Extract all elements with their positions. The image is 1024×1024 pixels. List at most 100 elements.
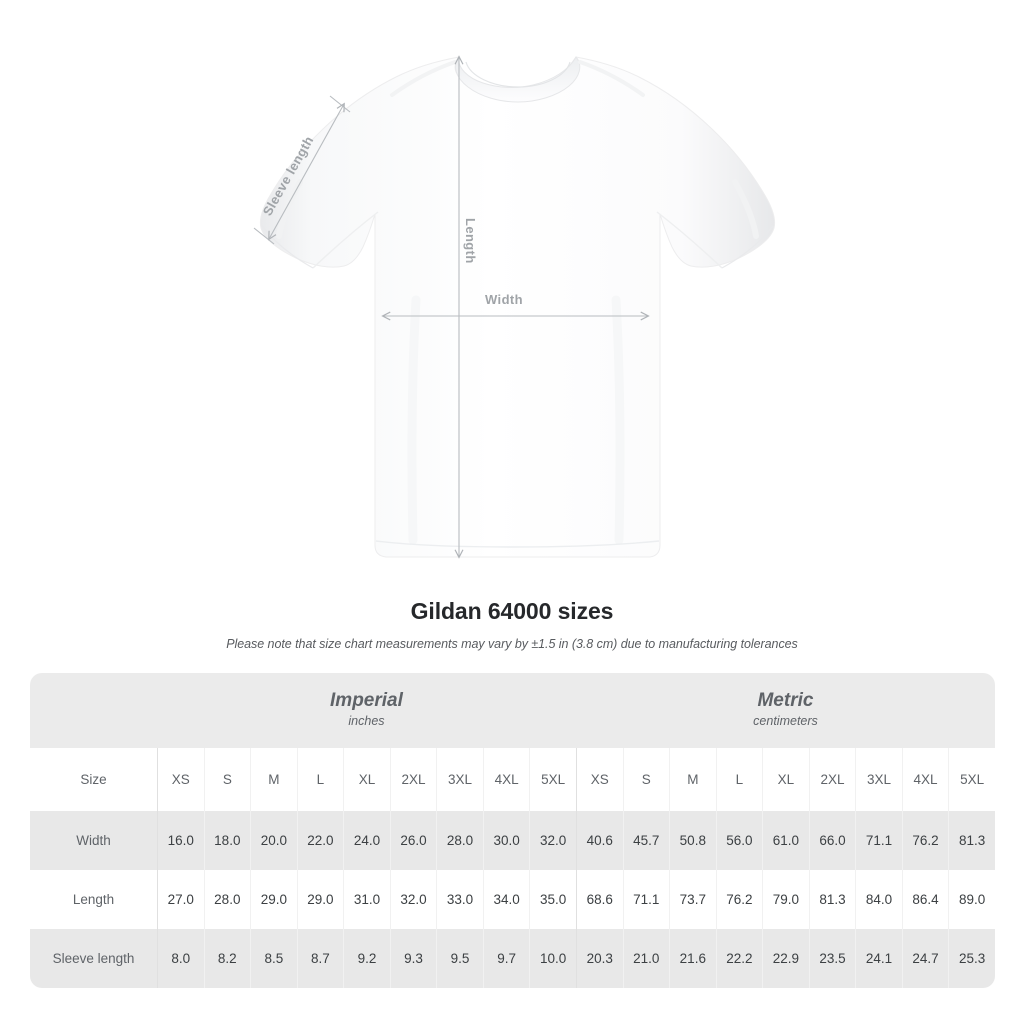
- cell-sleeve-length-3xl-metric: 24.1: [855, 929, 902, 988]
- unit-group-subtitle: centimeters: [753, 714, 818, 729]
- tshirt-collar: [455, 56, 581, 103]
- cell-width-xs-imperial: 16.0: [157, 811, 204, 870]
- size-chart-table-wrapper: Imperial inches Metric centimeters Size XS S M L…: [30, 673, 995, 988]
- size-header-4xl-metric: 4XL: [901, 748, 949, 811]
- cell-length-3xl-imperial: 33.0: [436, 870, 483, 929]
- row-header-length: Length: [30, 870, 157, 929]
- cell-sleeve-length-4xl-imperial: 9.7: [482, 929, 530, 988]
- cell-width-3xl-metric: 71.1: [855, 811, 902, 870]
- cell-sleeve-length-m-metric: 21.6: [669, 929, 716, 988]
- tshirt-left-sleeve-seam: [312, 211, 379, 269]
- row-header-width: Width: [30, 811, 157, 870]
- tshirt-body-fold-left: [407, 295, 421, 545]
- cell-width-l-imperial: 22.0: [296, 811, 344, 870]
- cell-sleeve-length-5xl-imperial: 10.0: [529, 929, 576, 988]
- size-header-row: Size XS S M L XL 2XL 3XL 4XL 5XL XS S M L XL 2XL 3XL 4XL 5…: [30, 748, 995, 811]
- tshirt-right-sleeve-fold: [732, 179, 759, 239]
- table-row: Sleeve length 8.0 8.2 8.5 8.7 9.2 9.3 9.5 9.7 10.…: [30, 929, 995, 988]
- table-corner-cell: [30, 673, 157, 748]
- cell-width-2xl-metric: 66.0: [808, 811, 856, 870]
- unit-group-metric: Metric centimeters: [575, 673, 995, 748]
- cell-width-2xl-imperial: 26.0: [389, 811, 437, 870]
- width-label: Width: [485, 292, 523, 307]
- tshirt-right-sleeve-seam: [656, 211, 723, 269]
- width-annotation: Width: [381, 292, 650, 321]
- size-header-5xl-imperial: 5XL: [529, 748, 576, 811]
- cell-length-l-imperial: 29.0: [296, 870, 344, 929]
- cell-width-5xl-metric: 81.3: [948, 811, 995, 870]
- tshirt-illustration: Sleeve length Length Width: [253, 55, 776, 559]
- tshirt-neckline: [465, 61, 571, 88]
- size-header-2xl-metric: 2XL: [808, 748, 856, 811]
- table-row: Width 16.0 18.0 20.0 22.0 24.0 26.0 28.0 30.0 32.…: [30, 811, 995, 870]
- cell-width-s-imperial: 18.0: [203, 811, 251, 870]
- cell-length-m-imperial: 29.0: [250, 870, 297, 929]
- size-header-5xl-metric: 5XL: [948, 748, 995, 811]
- cell-width-xl-imperial: 24.0: [343, 811, 390, 870]
- unit-group-name: Metric: [757, 690, 814, 712]
- cell-sleeve-length-xs-imperial: 8.0: [157, 929, 204, 988]
- cell-length-5xl-imperial: 35.0: [529, 870, 576, 929]
- cell-width-s-metric: 45.7: [622, 811, 670, 870]
- tshirt-body-shape: [259, 56, 776, 558]
- cell-length-xl-metric: 79.0: [762, 870, 809, 929]
- size-header-s-imperial: S: [203, 748, 251, 811]
- tshirt-left-shoulder-shade: [390, 60, 457, 97]
- cell-length-s-imperial: 28.0: [203, 870, 251, 929]
- cell-sleeve-length-2xl-imperial: 9.3: [389, 929, 437, 988]
- cell-width-5xl-imperial: 32.0: [529, 811, 576, 870]
- size-header-s-metric: S: [622, 748, 670, 811]
- size-header-xl-imperial: XL: [343, 748, 390, 811]
- length-label: Length: [463, 218, 478, 264]
- cell-length-2xl-imperial: 32.0: [389, 870, 437, 929]
- cell-sleeve-length-s-imperial: 8.2: [203, 929, 251, 988]
- cell-length-s-metric: 71.1: [622, 870, 670, 929]
- size-chart-table: Imperial inches Metric centimeters Size XS S M L…: [30, 673, 995, 988]
- cell-width-l-metric: 56.0: [715, 811, 763, 870]
- cell-length-2xl-metric: 81.3: [808, 870, 856, 929]
- size-header-m-imperial: M: [250, 748, 297, 811]
- cell-sleeve-length-s-metric: 21.0: [622, 929, 670, 988]
- sleeve-cap-top: [329, 95, 351, 113]
- cell-width-m-imperial: 20.0: [250, 811, 297, 870]
- cell-length-xs-imperial: 27.0: [157, 870, 204, 929]
- row-header-sleeve-length: Sleeve length: [30, 929, 157, 988]
- size-header-xs-metric: XS: [575, 748, 623, 811]
- tshirt-left-sleeve-hem: [261, 225, 314, 269]
- tshirt-right-shoulder-shade: [578, 60, 645, 97]
- size-header-xl-metric: XL: [762, 748, 809, 811]
- tshirt-right-sleeve-hem: [721, 225, 774, 269]
- size-header-3xl-metric: 3XL: [855, 748, 902, 811]
- cell-length-3xl-metric: 84.0: [855, 870, 902, 929]
- sleeve-cap-bottom: [253, 227, 275, 245]
- cell-sleeve-length-l-imperial: 8.7: [296, 929, 344, 988]
- table-row: Length 27.0 28.0 29.0 29.0 31.0 32.0 33.0 34.0 35…: [30, 870, 995, 929]
- cell-sleeve-length-4xl-metric: 24.7: [901, 929, 949, 988]
- cell-length-4xl-metric: 86.4: [901, 870, 949, 929]
- size-column-header: Size: [30, 748, 157, 811]
- cell-sleeve-length-xl-metric: 22.9: [762, 929, 809, 988]
- cell-length-5xl-metric: 89.0: [948, 870, 995, 929]
- cell-sleeve-length-5xl-metric: 25.3: [948, 929, 995, 988]
- cell-width-4xl-metric: 76.2: [901, 811, 949, 870]
- size-header-l-metric: L: [715, 748, 763, 811]
- cell-sleeve-length-m-imperial: 8.5: [250, 929, 297, 988]
- cell-sleeve-length-2xl-metric: 23.5: [808, 929, 856, 988]
- cell-length-4xl-imperial: 34.0: [482, 870, 530, 929]
- cell-length-xl-imperial: 31.0: [343, 870, 390, 929]
- tshirt-bottom-hem: [375, 540, 660, 548]
- size-header-3xl-imperial: 3XL: [436, 748, 483, 811]
- size-header-m-metric: M: [669, 748, 716, 811]
- tolerance-note: Please note that size chart measurements…: [226, 637, 798, 651]
- size-header-xs-imperial: XS: [157, 748, 204, 811]
- size-header-l-imperial: L: [296, 748, 344, 811]
- size-header-2xl-imperial: 2XL: [389, 748, 437, 811]
- cell-width-m-metric: 50.8: [669, 811, 716, 870]
- cell-sleeve-length-3xl-imperial: 9.5: [436, 929, 483, 988]
- unit-group-header-row: Imperial inches Metric centimeters: [30, 673, 995, 748]
- cell-sleeve-length-xl-imperial: 9.2: [343, 929, 390, 988]
- unit-group-name: Imperial: [330, 690, 403, 712]
- cell-sleeve-length-xs-metric: 20.3: [575, 929, 623, 988]
- page-title: Gildan 64000 sizes: [410, 598, 614, 624]
- cell-length-m-metric: 73.7: [669, 870, 716, 929]
